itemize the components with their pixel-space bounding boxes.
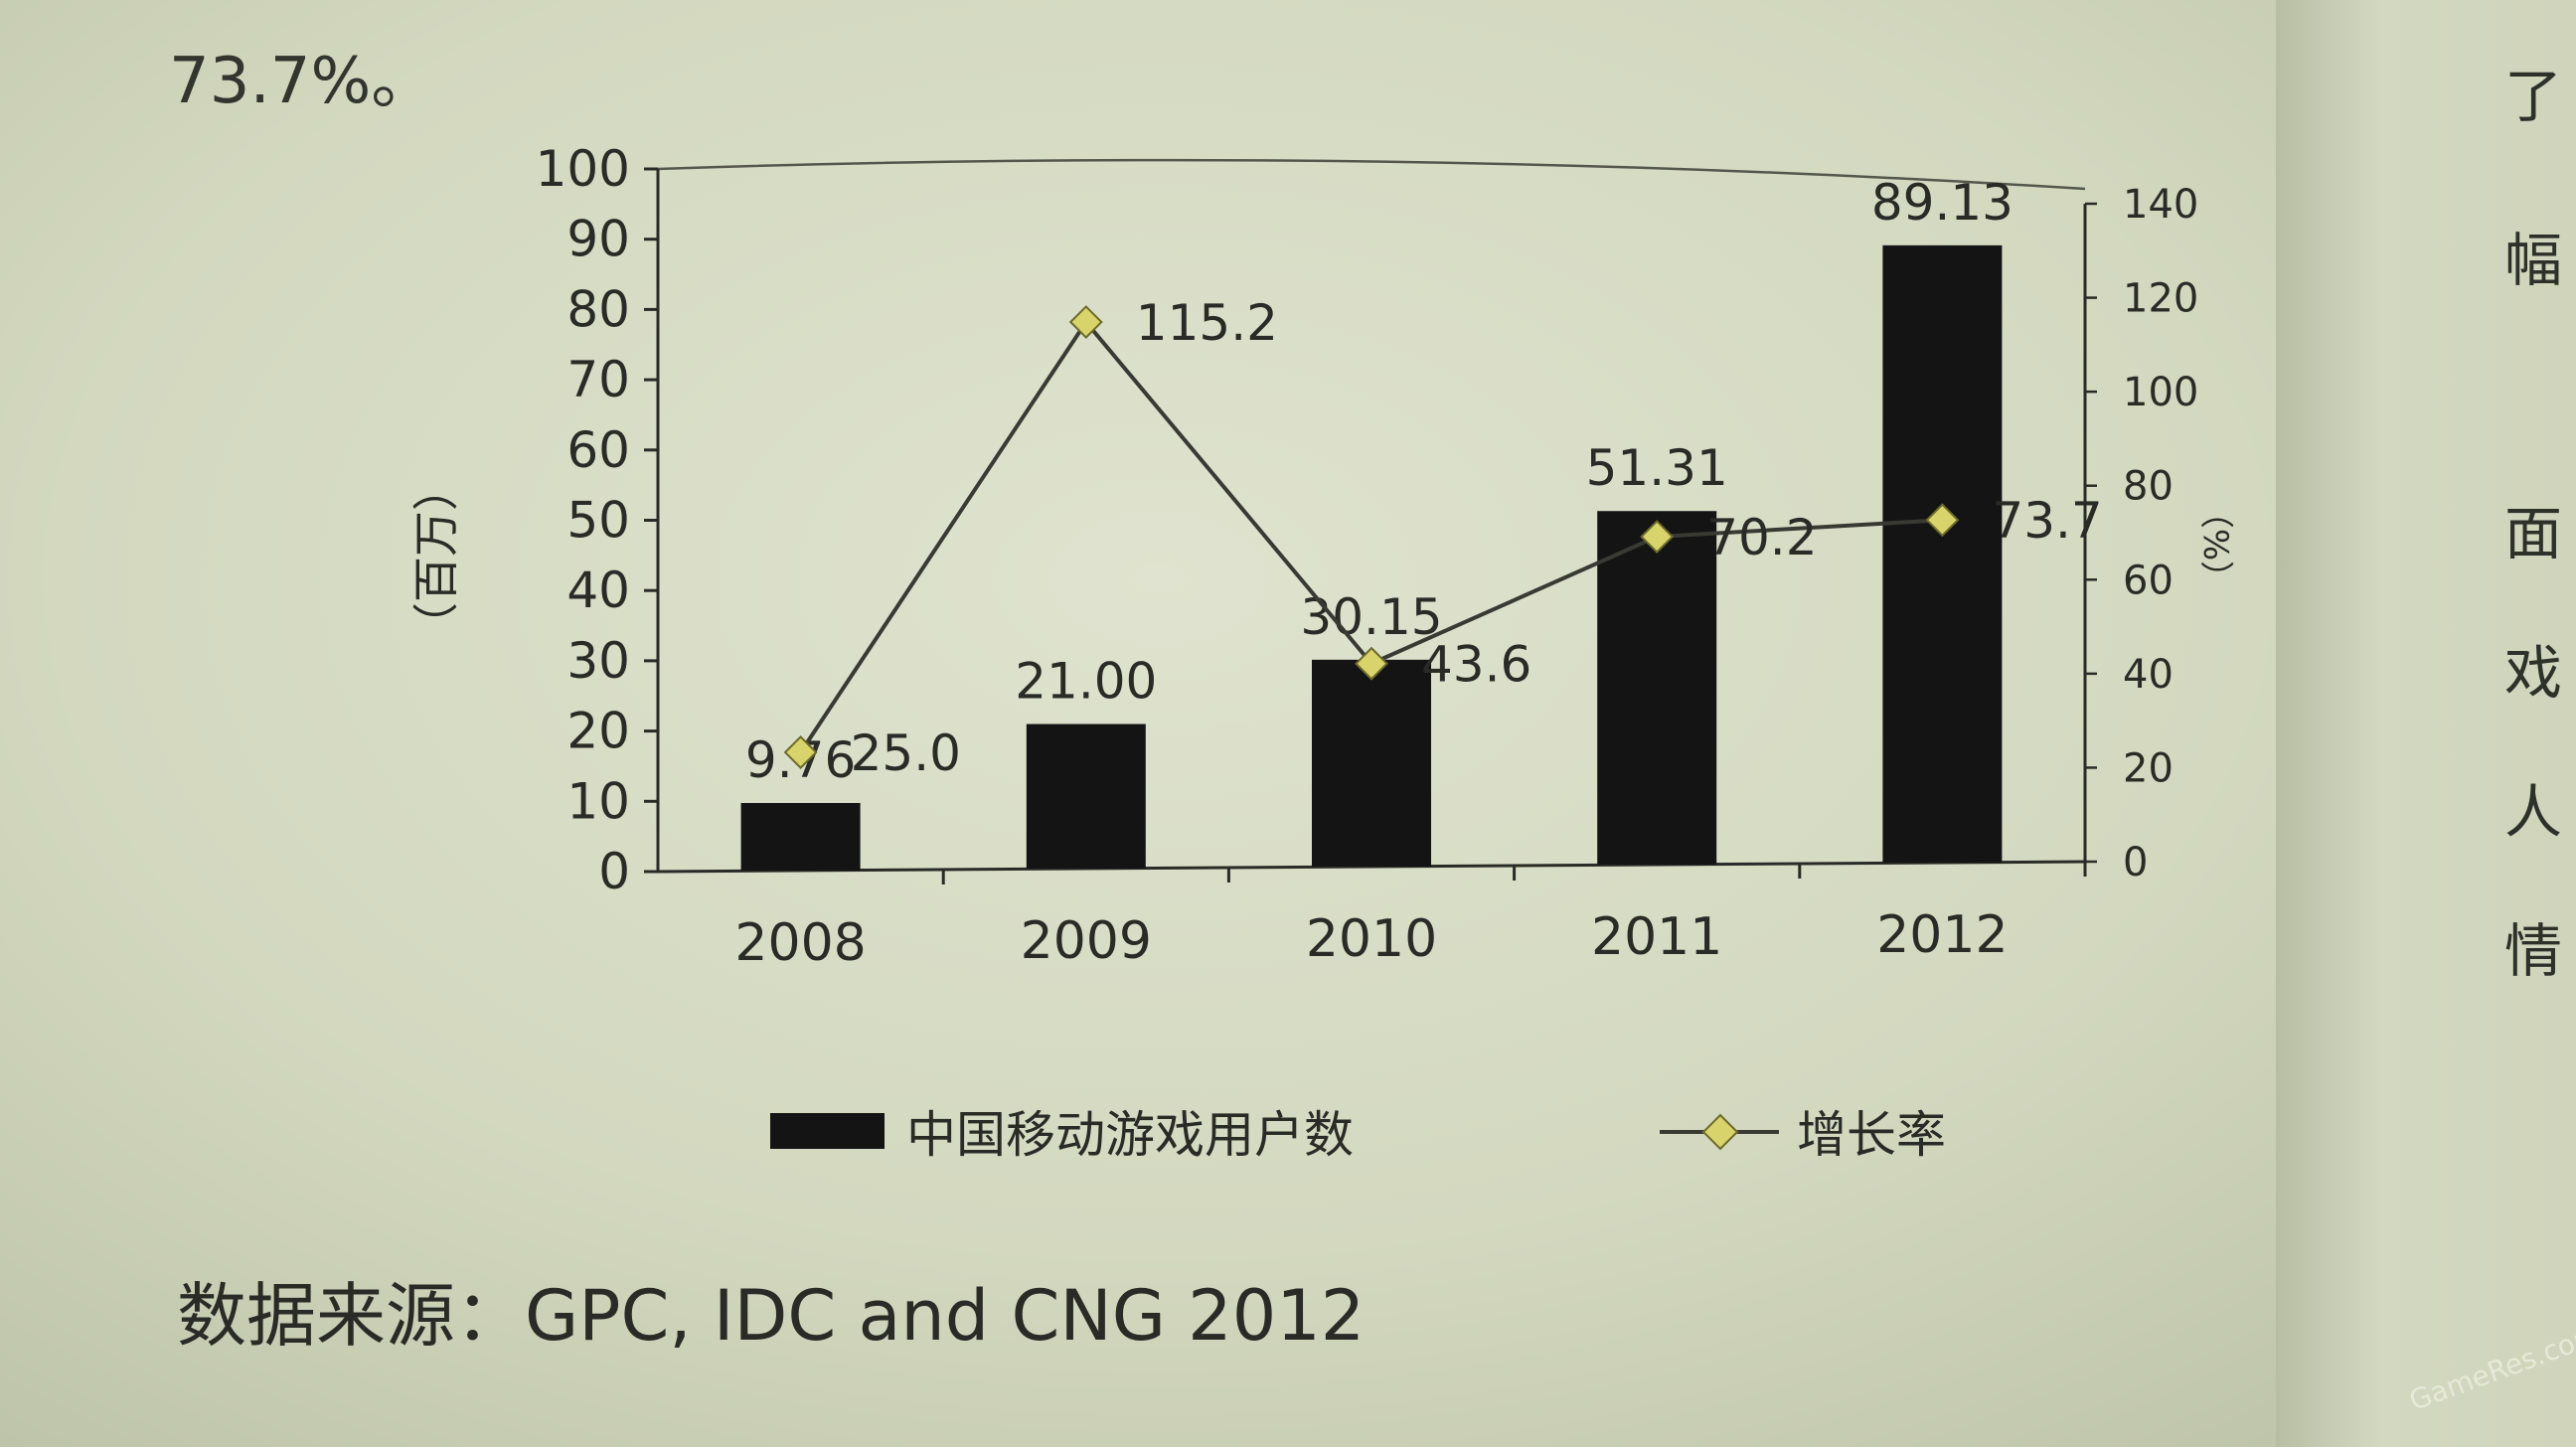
growth-rate-label: 115.2 bbox=[1136, 294, 1278, 352]
left-tick-label: 90 bbox=[566, 211, 630, 268]
intro-text: 73.7%。 bbox=[169, 45, 435, 118]
growth-rate-label: 70.2 bbox=[1706, 509, 1817, 566]
left-axis-title: （百万） bbox=[409, 465, 463, 648]
growth-rate-label: 25.0 bbox=[851, 724, 961, 782]
bar bbox=[1882, 244, 2003, 864]
growth-rate-label: 73.7 bbox=[1992, 492, 2102, 550]
source-note: 数据来源：GPC, IDC and CNG 2012 bbox=[177, 1275, 1366, 1357]
right-tick-label: 120 bbox=[2123, 276, 2198, 322]
facing-page bbox=[2276, 0, 2576, 1447]
right-axis-title: （%） bbox=[2195, 495, 2235, 594]
left-tick-label: 80 bbox=[566, 280, 630, 338]
facing-page-char: 情 bbox=[2504, 917, 2563, 985]
left-tick-label: 20 bbox=[566, 703, 630, 760]
right-tick-label: 80 bbox=[2123, 464, 2174, 510]
x-tick-label: 2008 bbox=[734, 913, 866, 973]
left-tick-label: 40 bbox=[566, 562, 630, 619]
diamond-marker-icon bbox=[1701, 1113, 1739, 1151]
right-tick-label: 40 bbox=[2123, 652, 2174, 698]
right-tick-label: 60 bbox=[2123, 558, 2174, 603]
legend-line-swatch bbox=[1660, 1111, 1779, 1151]
bar-value-label: 89.13 bbox=[1871, 174, 2013, 232]
left-tick-label: 70 bbox=[566, 351, 630, 408]
bar bbox=[1597, 511, 1717, 865]
bar bbox=[1026, 724, 1146, 869]
bar-value-label: 30.15 bbox=[1300, 588, 1442, 646]
legend-item-line: 增长率 bbox=[1660, 1101, 1946, 1164]
left-tick-label: 50 bbox=[566, 492, 630, 550]
growth-rate-point bbox=[1355, 646, 1388, 681]
left-tick-label: 10 bbox=[566, 772, 630, 830]
facing-page-char: 人 bbox=[2504, 778, 2563, 846]
right-tick-label: 0 bbox=[2123, 840, 2148, 885]
growth-rate-point bbox=[1640, 520, 1675, 555]
bar-value-label: 51.31 bbox=[1586, 439, 1728, 497]
legend-label-users: 中国移动游戏用户数 bbox=[906, 1106, 1354, 1164]
left-tick-label: 60 bbox=[566, 421, 630, 479]
bar-value-label: 21.00 bbox=[1015, 653, 1157, 711]
growth-rate-point bbox=[1925, 503, 1960, 538]
facing-page-char: 了 bbox=[2504, 63, 2563, 130]
x-tick-label: 2009 bbox=[1021, 911, 1152, 971]
right-tick-label: 140 bbox=[2123, 182, 2198, 228]
growth-rate-point bbox=[1068, 305, 1103, 340]
bar bbox=[740, 802, 861, 871]
left-tick-label: 100 bbox=[536, 140, 630, 198]
plot-top-border bbox=[657, 158, 2086, 191]
right-tick-label: 100 bbox=[2123, 370, 2198, 415]
growth-rate-point bbox=[783, 735, 818, 769]
facing-page-char: 戏 bbox=[2504, 639, 2563, 707]
growth-rate-label: 43.6 bbox=[1421, 636, 1531, 694]
x-tick-label: 2012 bbox=[1876, 905, 2008, 965]
bar bbox=[1312, 659, 1431, 867]
legend-bar-swatch bbox=[770, 1113, 885, 1149]
legend-label-growth: 增长率 bbox=[1797, 1106, 1946, 1164]
facing-page-char: 幅 bbox=[2504, 227, 2563, 294]
legend-item-bar: 中国移动游戏用户数 bbox=[770, 1101, 1354, 1164]
x-tick-label: 2011 bbox=[1591, 907, 1722, 967]
x-tick-label: 2010 bbox=[1306, 909, 1437, 969]
right-tick-label: 20 bbox=[2123, 745, 2174, 791]
facing-page-char: 面 bbox=[2504, 500, 2563, 567]
left-tick-label: 30 bbox=[566, 632, 630, 690]
left-tick-label: 0 bbox=[598, 843, 630, 900]
